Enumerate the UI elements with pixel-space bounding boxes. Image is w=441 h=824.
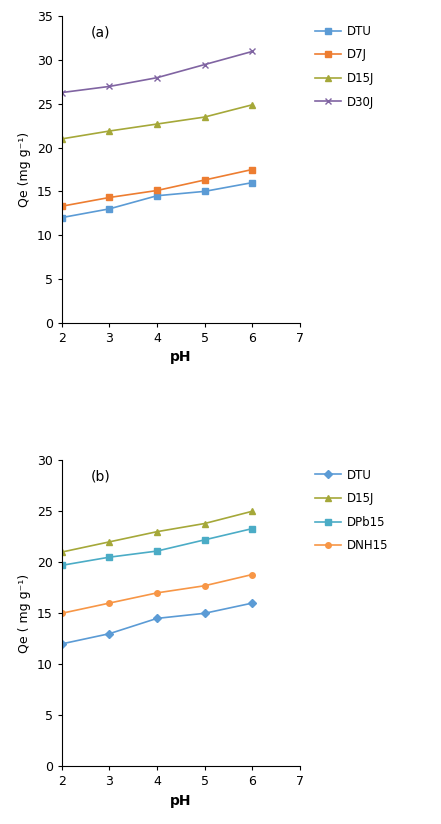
D15J — [107, 126, 112, 136]
DTU — [154, 191, 160, 201]
Text: (a): (a) — [90, 26, 110, 40]
DTU — [250, 178, 255, 188]
D15J — [154, 527, 160, 536]
DTU — [202, 608, 207, 618]
DTU — [59, 213, 64, 222]
Line: D15J: D15J — [59, 508, 255, 555]
DNH15 — [202, 581, 207, 591]
Legend: DTU, D15J, DPb15, DNH15: DTU, D15J, DPb15, DNH15 — [313, 466, 391, 555]
D15J — [107, 537, 112, 547]
D30J — [154, 73, 160, 82]
X-axis label: pH: pH — [170, 794, 191, 808]
DPb15 — [154, 546, 160, 556]
D7J — [202, 175, 207, 185]
D7J — [59, 201, 64, 211]
D7J — [107, 193, 112, 203]
D7J — [250, 165, 255, 175]
DPb15 — [202, 535, 207, 545]
D15J — [202, 112, 207, 122]
Text: (b): (b) — [90, 470, 110, 484]
D30J — [250, 46, 255, 56]
Line: DTU: DTU — [59, 180, 255, 220]
X-axis label: pH: pH — [170, 350, 191, 364]
DTU — [154, 613, 160, 623]
D15J — [59, 134, 64, 144]
DPb15 — [107, 552, 112, 562]
D30J — [107, 82, 112, 91]
D15J — [250, 506, 255, 516]
DNH15 — [154, 588, 160, 598]
D30J — [59, 87, 64, 97]
D15J — [59, 547, 64, 557]
D15J — [154, 119, 160, 129]
Line: D30J: D30J — [58, 48, 256, 96]
DTU — [107, 204, 112, 213]
Y-axis label: Qe (mg g⁻¹): Qe (mg g⁻¹) — [18, 132, 31, 207]
Line: D15J: D15J — [59, 102, 255, 142]
DNH15 — [59, 608, 64, 618]
Legend: DTU, D7J, D15J, D30J: DTU, D7J, D15J, D30J — [313, 22, 377, 111]
DNH15 — [250, 569, 255, 579]
DPb15 — [250, 524, 255, 534]
Y-axis label: Qe ( mg g⁻¹): Qe ( mg g⁻¹) — [18, 574, 31, 653]
Line: DTU: DTU — [59, 601, 255, 647]
Line: D7J: D7J — [59, 166, 255, 209]
DPb15 — [59, 560, 64, 570]
DNH15 — [107, 598, 112, 608]
D7J — [154, 185, 160, 195]
Line: DPb15: DPb15 — [59, 526, 255, 568]
D30J — [202, 59, 207, 69]
DTU — [59, 639, 64, 648]
D15J — [250, 100, 255, 110]
DTU — [250, 598, 255, 608]
DTU — [107, 629, 112, 639]
Line: DNH15: DNH15 — [59, 572, 255, 616]
D15J — [202, 518, 207, 528]
DTU — [202, 186, 207, 196]
